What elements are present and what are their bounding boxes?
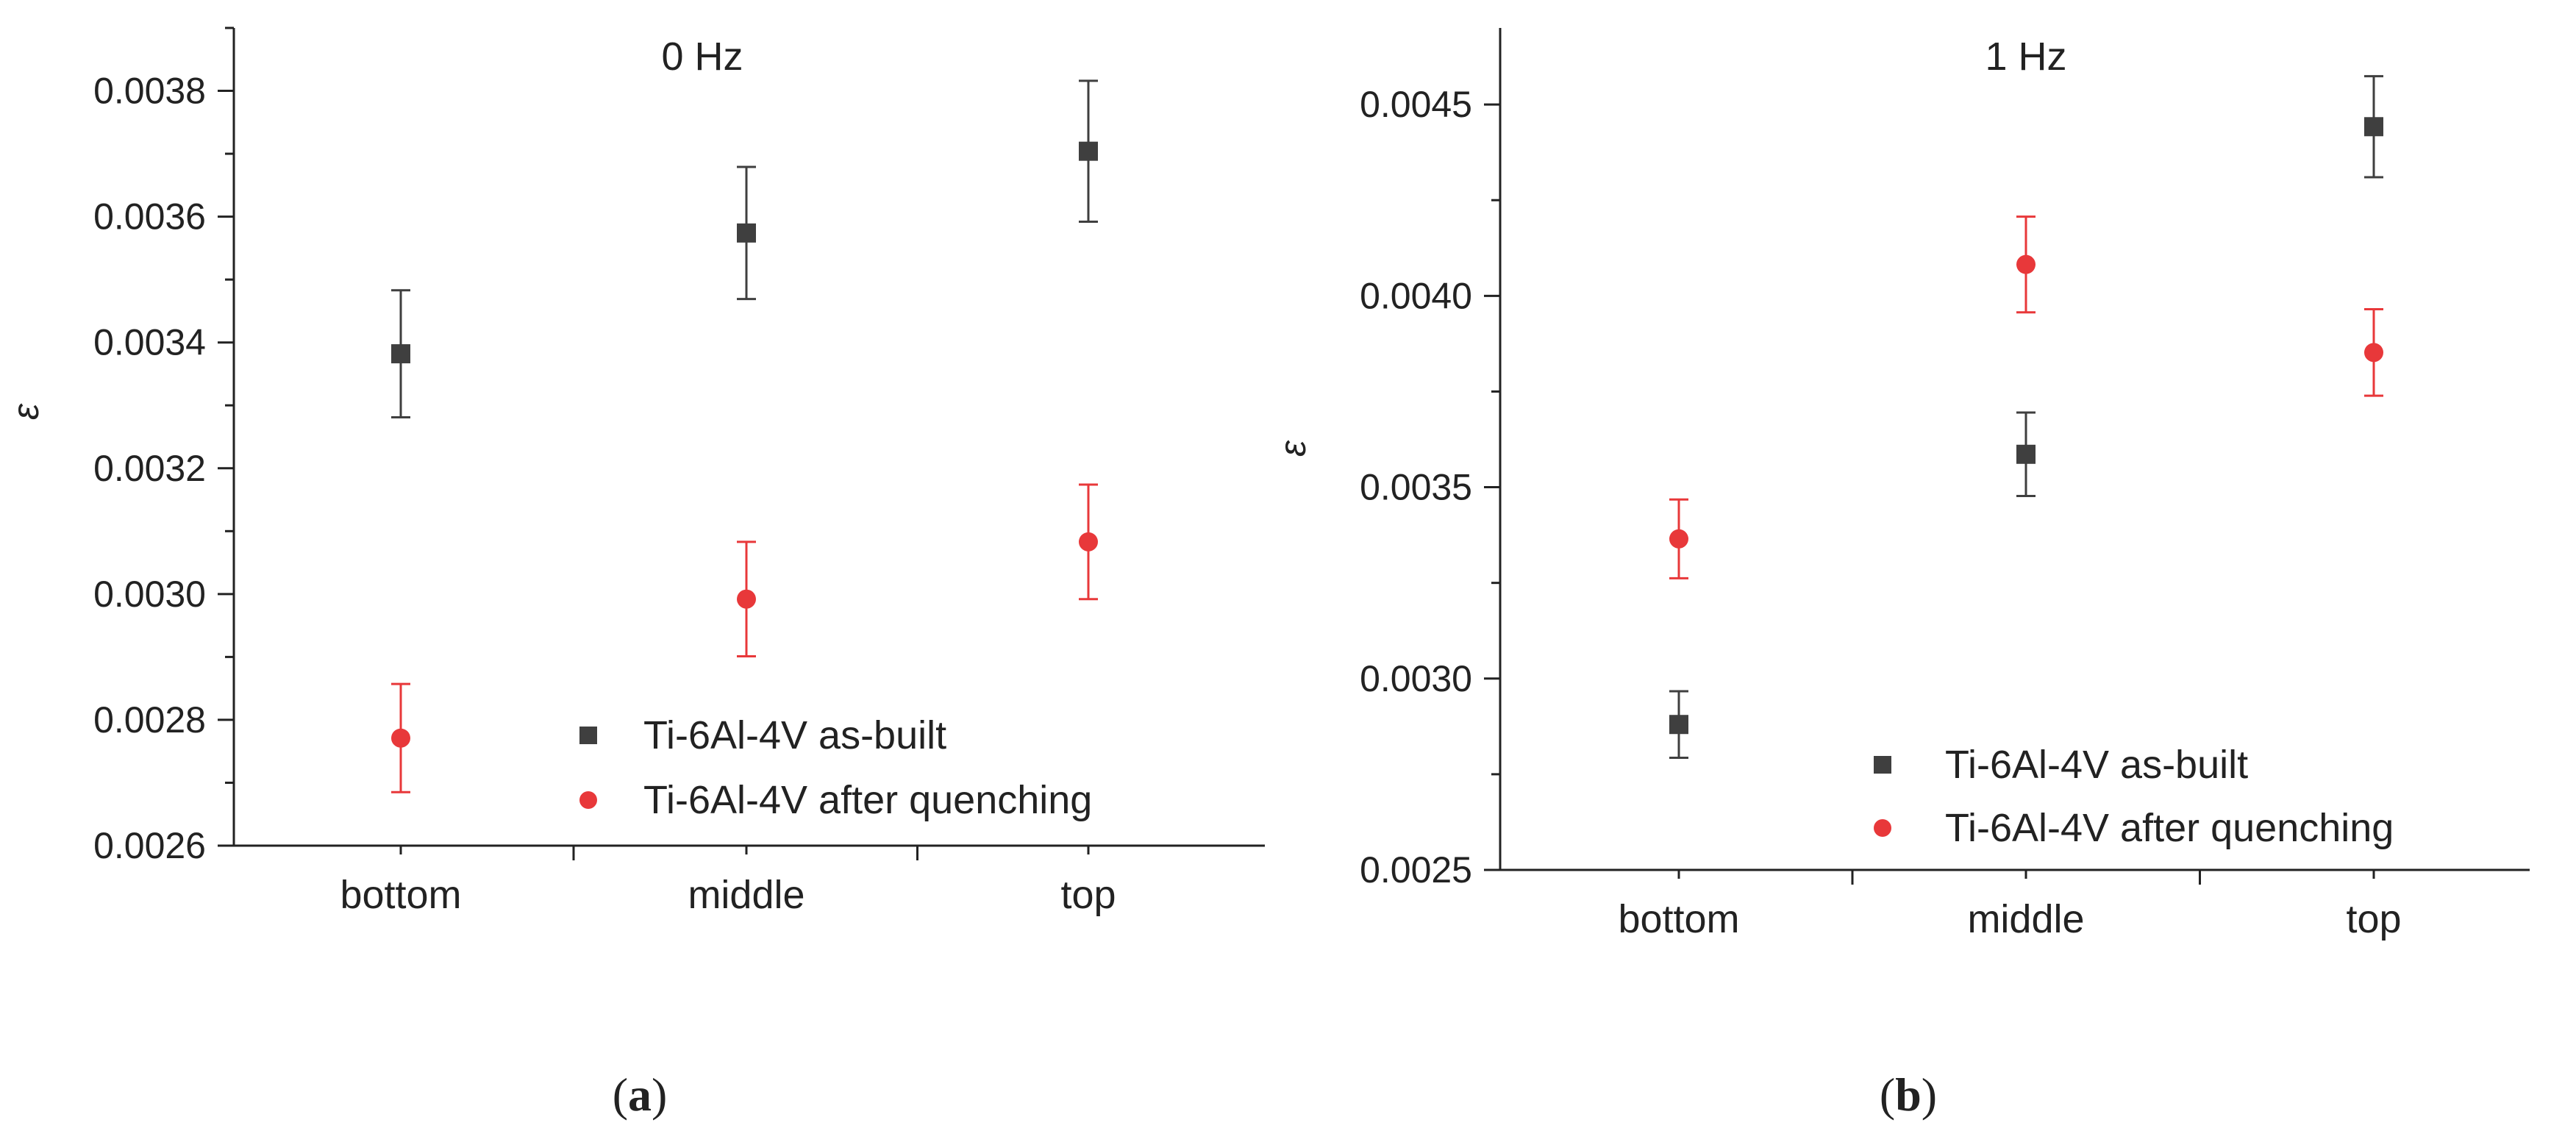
caption-letter: b xyxy=(1895,1068,1922,1121)
y-tick-label: 0.0036 xyxy=(93,196,206,238)
legend: Ti-6Al-4V as-built Ti-6Al-4V after quench… xyxy=(1874,743,2394,850)
data-point-after-quenching xyxy=(1669,529,1688,549)
panel-caption: (b) xyxy=(1880,1068,1937,1121)
x-category-label: middle xyxy=(688,873,804,917)
y-tick-label: 0.0040 xyxy=(1360,275,1472,316)
y-tick-label: 0.0038 xyxy=(93,71,206,112)
legend-marker-after-quenching xyxy=(1874,819,1891,837)
x-category-label: top xyxy=(1060,873,1116,917)
legend-marker-after-quenching xyxy=(579,791,597,809)
y-tick-label: 0.0035 xyxy=(1360,467,1472,508)
y-tick-label: 0.0032 xyxy=(93,448,206,489)
data-point-as-built xyxy=(2364,117,2383,137)
chart-panel-b: 0.0025 0.0030 0.0035 0.0040 0.0045 bottom midd… xyxy=(1272,28,2530,1121)
data-point-as-built xyxy=(2016,444,2036,464)
caption-letter: a xyxy=(628,1068,652,1121)
y-tick-label: 0.0030 xyxy=(1360,658,1472,699)
y-tick-label: 0.0030 xyxy=(93,574,206,615)
y-axis-title: ε xyxy=(5,403,46,420)
y-tick-label: 0.0025 xyxy=(1360,849,1472,891)
y-tick-label: 0.0045 xyxy=(1360,84,1472,125)
legend-marker-as-built xyxy=(1874,756,1891,774)
caption-paren-close: ) xyxy=(652,1068,667,1121)
x-category-label: middle xyxy=(1967,897,2084,941)
data-point-as-built xyxy=(1079,141,1098,161)
data-point-after-quenching xyxy=(2016,254,2036,274)
panel-title: 0 Hz xyxy=(661,35,743,79)
data-point-as-built xyxy=(1669,715,1688,735)
caption-paren-open: ( xyxy=(1880,1068,1895,1121)
y-tick-label: 0.0034 xyxy=(93,322,206,363)
data-point-as-built xyxy=(391,344,410,364)
legend-label: Ti-6Al-4V after quenching xyxy=(1945,806,2394,850)
data-point-after-quenching xyxy=(1079,532,1098,552)
panel-title: 1 Hz xyxy=(1985,35,2066,79)
y-axis-title: ε xyxy=(1272,440,1313,457)
legend-label: Ti-6Al-4V as-built xyxy=(643,713,946,757)
legend: Ti-6Al-4V as-built Ti-6Al-4V after quench… xyxy=(579,713,1092,822)
y-tick-label: 0.0028 xyxy=(93,699,206,740)
data-point-after-quenching xyxy=(2364,343,2383,363)
x-category-label: bottom xyxy=(1618,897,1739,941)
x-category-label: bottom xyxy=(340,873,461,917)
x-category-label: top xyxy=(2346,897,2401,941)
chart-panel-a: 0.0026 0.0028 0.0030 0.0032 0.0034 0.0036 0.00… xyxy=(5,26,1265,1121)
panel-caption: (a) xyxy=(613,1068,668,1121)
caption-paren-open: ( xyxy=(613,1068,628,1121)
legend-marker-as-built xyxy=(579,727,597,744)
legend-label: Ti-6Al-4V as-built xyxy=(1945,743,2248,787)
legend-label: Ti-6Al-4V after quenching xyxy=(643,778,1092,822)
data-point-as-built xyxy=(737,223,756,243)
y-tick-label: 0.0026 xyxy=(93,825,206,866)
caption-paren-close: ) xyxy=(1922,1068,1937,1121)
data-point-after-quenching xyxy=(737,589,756,609)
data-point-after-quenching xyxy=(391,728,410,748)
